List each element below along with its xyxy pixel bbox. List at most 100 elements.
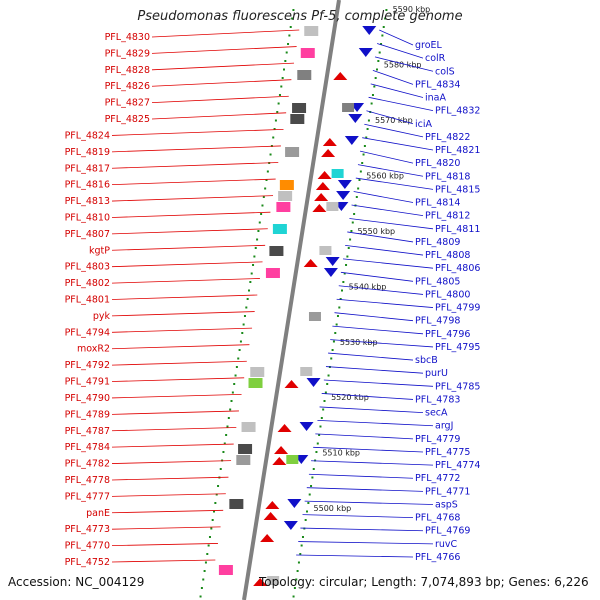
right-gene-label: PFL_4811: [435, 224, 480, 235]
forward-gene-arrow: [284, 380, 299, 388]
left-leader-line: [111, 410, 239, 415]
right-gene-label: PFL_4772: [415, 473, 460, 484]
kbp-label: 5560 kbp: [366, 171, 404, 180]
reverse-gene-arrow: [336, 191, 351, 200]
right-leader-line: [359, 150, 414, 164]
left-leader-line: [111, 360, 247, 366]
right-leader-line: [376, 43, 424, 59]
left-gene-label: PFL_4825: [105, 114, 150, 125]
gene-block: [250, 367, 265, 377]
left-leader-line: [111, 460, 232, 464]
right-leader-line: [353, 191, 414, 203]
forward-gene-arrow: [321, 149, 336, 157]
forward-gene-arrow: [277, 424, 292, 432]
left-gene-label: PFL_4778: [65, 475, 110, 486]
left-leader-line: [111, 393, 242, 399]
right-leader-line: [336, 298, 434, 308]
left-leader-line: [111, 543, 218, 546]
right-leader-line: [374, 56, 434, 72]
left-gene-label: PFL_4830: [105, 32, 150, 43]
gene-block: [236, 455, 251, 465]
left-gene-label: PFL_4816: [65, 180, 110, 191]
forward-gene-arrow: [260, 534, 275, 542]
gene-block: [304, 26, 319, 36]
topology-label: Topology: circular; Length: 7,074,893 bp…: [259, 575, 589, 589]
left-leader-line: [111, 327, 253, 333]
left-leader-line: [111, 278, 260, 284]
gene-block: [279, 180, 294, 190]
right-gene-label: PFL_4774: [435, 460, 480, 471]
kbp-label: 5520 kbp: [331, 393, 369, 402]
kbp-label: 5500 kbp: [314, 504, 352, 513]
reverse-gene-arrow: [323, 268, 338, 277]
right-gene-label: PFL_4799: [435, 303, 480, 314]
reverse-gene-arrow: [306, 378, 321, 387]
gene-block: [292, 103, 307, 113]
right-gene-label: PFL_4814: [415, 198, 460, 209]
gene-block: [308, 312, 321, 321]
kbp-label: 5540 kbp: [349, 282, 387, 291]
right-leader-line: [306, 487, 424, 492]
right-leader-line: [338, 285, 424, 295]
right-leader-line: [379, 29, 414, 46]
right-gene-label: sbcB: [415, 355, 438, 366]
forward-gene-arrow: [253, 578, 268, 586]
right-leader-line: [349, 218, 434, 230]
right-leader-line: [323, 379, 434, 387]
forward-gene-arrow: [322, 138, 337, 146]
forward-gene-arrow: [303, 259, 318, 267]
left-leader-line: [111, 509, 224, 514]
right-leader-line: [362, 137, 434, 151]
right-leader-line: [315, 433, 414, 440]
left-gene-label: panE: [86, 508, 110, 519]
gene-block: [326, 202, 339, 211]
right-leader-line: [368, 96, 434, 112]
right-gene-label: PFL_4821: [435, 145, 480, 156]
left-gene-label: PFL_4789: [65, 409, 110, 420]
kbp-label: 5570 kbp: [375, 116, 413, 125]
left-gene-label: PFL_4790: [65, 393, 110, 404]
left-leader-line: [111, 145, 281, 153]
left-gene-label: PFL_4782: [65, 459, 110, 470]
left-gene-label: PFL_4787: [65, 426, 110, 437]
gene-block: [238, 444, 253, 454]
right-leader-line: [370, 83, 424, 98]
right-leader-line: [304, 500, 434, 505]
reverse-gene-arrow: [337, 180, 352, 189]
reverse-gene-arrow: [299, 422, 314, 431]
gene-block: [241, 422, 256, 432]
left-leader-line: [111, 377, 245, 382]
left-gene-label: PFL_4791: [65, 377, 110, 388]
right-leader-line: [366, 110, 414, 125]
right-leader-line: [319, 406, 424, 413]
accession-label: Accession: NC_004129: [8, 575, 145, 589]
left-gene-label: PFL_4826: [105, 81, 150, 92]
left-gene-label: moxR2: [77, 344, 110, 355]
left-gene-label: PFL_4752: [65, 557, 110, 568]
left-gene-label: PFL_4770: [65, 541, 110, 552]
right-leader-line: [298, 541, 434, 545]
forward-gene-arrow: [312, 204, 327, 212]
left-gene-label: PFL_4810: [65, 212, 110, 223]
right-gene-label: PFL_4832: [435, 106, 480, 117]
kbp-label: 5550 kbp: [357, 227, 395, 236]
reverse-gene-arrow: [344, 136, 359, 145]
left-leader-line: [151, 95, 289, 104]
right-leader-line: [311, 460, 434, 466]
right-gene-label: PFL_4783: [415, 394, 460, 405]
gene-block: [278, 191, 293, 201]
left-gene-label: PFL_4828: [105, 65, 150, 76]
left-gene-label: PFL_4773: [65, 524, 110, 535]
forward-gene-arrow: [314, 193, 329, 201]
reverse-gene-arrow: [283, 521, 298, 530]
left-leader-line: [111, 526, 221, 530]
reverse-gene-arrow: [348, 114, 363, 123]
left-leader-line: [151, 29, 300, 38]
gene-block: [286, 455, 299, 464]
left-leader-line: [111, 311, 255, 317]
right-gene-label: secA: [425, 408, 448, 419]
gene-block: [297, 70, 312, 80]
left-leader-line: [111, 294, 258, 300]
kbp-label: 5510 kbp: [322, 449, 360, 458]
